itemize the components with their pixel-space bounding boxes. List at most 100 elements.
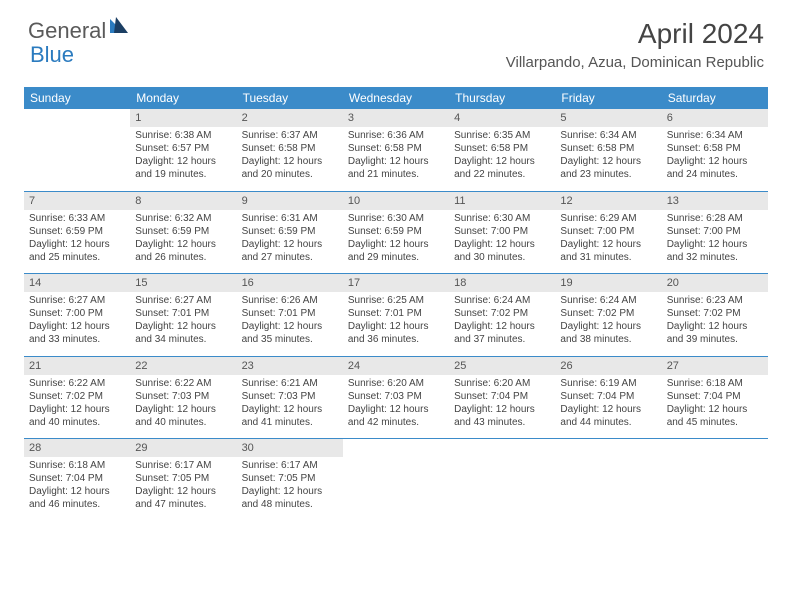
calendar-day: 3 Sunrise: 6:36 AMSunset: 6:58 PMDaylight… [343, 109, 449, 191]
day-details: Sunrise: 6:34 AMSunset: 6:58 PMDaylight:… [662, 127, 768, 185]
location: Villarpando, Azua, Dominican Republic [506, 54, 764, 71]
sunset-text: Sunset: 7:00 PM [560, 225, 656, 238]
day-details: Sunrise: 6:29 AMSunset: 7:00 PMDaylight:… [555, 210, 661, 268]
calendar-day: 30Sunrise: 6:17 AMSunset: 7:05 PMDayligh… [237, 439, 343, 521]
calendar-day [449, 439, 555, 521]
calendar-day [555, 439, 661, 521]
logo-blue-wrap: Blue [30, 42, 74, 68]
sunrise-text: Sunrise: 6:25 AM [348, 294, 444, 307]
sunrise-text: Sunrise: 6:19 AM [560, 377, 656, 390]
daylight-text: Daylight: 12 hours and 31 minutes. [560, 238, 656, 264]
daylight-text: Daylight: 12 hours and 43 minutes. [454, 403, 550, 429]
sunset-text: Sunset: 6:58 PM [348, 142, 444, 155]
calendar-day: 15Sunrise: 6:27 AMSunset: 7:01 PMDayligh… [130, 274, 236, 356]
sunset-text: Sunset: 7:02 PM [667, 307, 763, 320]
sunrise-text: Sunrise: 6:21 AM [242, 377, 338, 390]
calendar-day: 11Sunrise: 6:30 AMSunset: 7:00 PMDayligh… [449, 192, 555, 274]
sunset-text: Sunset: 6:58 PM [242, 142, 338, 155]
day-details: Sunrise: 6:27 AMSunset: 7:00 PMDaylight:… [24, 292, 130, 350]
day-details: Sunrise: 6:31 AMSunset: 6:59 PMDaylight:… [237, 210, 343, 268]
sunrise-text: Sunrise: 6:22 AM [29, 377, 125, 390]
day-details: Sunrise: 6:17 AMSunset: 7:05 PMDaylight:… [130, 457, 236, 515]
day-number: 26 [555, 357, 661, 375]
calendar-day [343, 439, 449, 521]
calendar-day: 13Sunrise: 6:28 AMSunset: 7:00 PMDayligh… [662, 192, 768, 274]
daylight-text: Daylight: 12 hours and 22 minutes. [454, 155, 550, 181]
daylight-text: Daylight: 12 hours and 29 minutes. [348, 238, 444, 264]
day-details: Sunrise: 6:20 AMSunset: 7:03 PMDaylight:… [343, 375, 449, 433]
weekday-header: Saturday [662, 87, 768, 109]
sunset-text: Sunset: 7:02 PM [29, 390, 125, 403]
sunset-text: Sunset: 7:05 PM [242, 472, 338, 485]
day-details: Sunrise: 6:19 AMSunset: 7:04 PMDaylight:… [555, 375, 661, 433]
sunset-text: Sunset: 7:02 PM [560, 307, 656, 320]
calendar-day [662, 439, 768, 521]
sunset-text: Sunset: 7:04 PM [667, 390, 763, 403]
calendar-day [24, 109, 130, 191]
day-details: Sunrise: 6:34 AMSunset: 6:58 PMDaylight:… [555, 127, 661, 185]
daylight-text: Daylight: 12 hours and 33 minutes. [29, 320, 125, 346]
day-details: Sunrise: 6:32 AMSunset: 6:59 PMDaylight:… [130, 210, 236, 268]
calendar-day: 28Sunrise: 6:18 AMSunset: 7:04 PMDayligh… [24, 439, 130, 521]
day-number: 25 [449, 357, 555, 375]
daylight-text: Daylight: 12 hours and 38 minutes. [560, 320, 656, 346]
day-number: 7 [24, 192, 130, 210]
calendar-head: SundayMondayTuesdayWednesdayThursdayFrid… [24, 87, 768, 109]
daylight-text: Daylight: 12 hours and 26 minutes. [135, 238, 231, 264]
calendar-week: 1Sunrise: 6:38 AMSunset: 6:57 PMDaylight… [24, 109, 768, 191]
day-number: 28 [24, 439, 130, 457]
daylight-text: Daylight: 12 hours and 30 minutes. [454, 238, 550, 264]
day-number: 14 [24, 274, 130, 292]
sunset-text: Sunset: 6:59 PM [135, 225, 231, 238]
day-number: 17 [343, 274, 449, 292]
sunset-text: Sunset: 7:01 PM [348, 307, 444, 320]
calendar-day: 4Sunrise: 6:35 AMSunset: 6:58 PMDaylight… [449, 109, 555, 191]
sunset-text: Sunset: 6:57 PM [135, 142, 231, 155]
day-number: 19 [555, 274, 661, 292]
sunset-text: Sunset: 6:58 PM [667, 142, 763, 155]
day-number: 1 [130, 109, 236, 127]
day-details: Sunrise: 6:22 AMSunset: 7:03 PMDaylight:… [130, 375, 236, 433]
day-number: 16 [237, 274, 343, 292]
day-number: 5 [555, 109, 661, 127]
day-number: 10 [343, 192, 449, 210]
weekday-header: Wednesday [343, 87, 449, 109]
day-number: 12 [555, 192, 661, 210]
calendar-day: 23Sunrise: 6:21 AMSunset: 7:03 PMDayligh… [237, 357, 343, 439]
day-details: Sunrise: 6:30 AMSunset: 7:00 PMDaylight:… [449, 210, 555, 268]
calendar-week: 14Sunrise: 6:27 AMSunset: 7:00 PMDayligh… [24, 274, 768, 356]
daylight-text: Daylight: 12 hours and 40 minutes. [135, 403, 231, 429]
sunset-text: Sunset: 7:04 PM [560, 390, 656, 403]
sunset-text: Sunset: 7:03 PM [348, 390, 444, 403]
day-details: Sunrise: 6:21 AMSunset: 7:03 PMDaylight:… [237, 375, 343, 433]
daylight-text: Daylight: 12 hours and 37 minutes. [454, 320, 550, 346]
daylight-text: Daylight: 12 hours and 32 minutes. [667, 238, 763, 264]
day-details: Sunrise: 6:18 AMSunset: 7:04 PMDaylight:… [24, 457, 130, 515]
daylight-text: Daylight: 12 hours and 23 minutes. [560, 155, 656, 181]
sunrise-text: Sunrise: 6:37 AM [242, 129, 338, 142]
sunset-text: Sunset: 7:00 PM [454, 225, 550, 238]
sunrise-text: Sunrise: 6:36 AM [348, 129, 444, 142]
daylight-text: Daylight: 12 hours and 39 minutes. [667, 320, 763, 346]
day-number: 6 [662, 109, 768, 127]
calendar-day: 21Sunrise: 6:22 AMSunset: 7:02 PMDayligh… [24, 357, 130, 439]
sunrise-text: Sunrise: 6:31 AM [242, 212, 338, 225]
calendar-day: 29Sunrise: 6:17 AMSunset: 7:05 PMDayligh… [130, 439, 236, 521]
sunrise-text: Sunrise: 6:34 AM [560, 129, 656, 142]
weekday-header: Thursday [449, 87, 555, 109]
sunrise-text: Sunrise: 6:24 AM [454, 294, 550, 307]
day-number: 3 [343, 109, 449, 127]
sunset-text: Sunset: 6:59 PM [348, 225, 444, 238]
sunrise-text: Sunrise: 6:30 AM [454, 212, 550, 225]
daylight-text: Daylight: 12 hours and 19 minutes. [135, 155, 231, 181]
weekday-header: Sunday [24, 87, 130, 109]
calendar-day: 16Sunrise: 6:26 AMSunset: 7:01 PMDayligh… [237, 274, 343, 356]
daylight-text: Daylight: 12 hours and 21 minutes. [348, 155, 444, 181]
calendar-day: 6Sunrise: 6:34 AMSunset: 6:58 PMDaylight… [662, 109, 768, 191]
day-number: 11 [449, 192, 555, 210]
day-details: Sunrise: 6:25 AMSunset: 7:01 PMDaylight:… [343, 292, 449, 350]
weekday-header: Tuesday [237, 87, 343, 109]
day-number: 22 [130, 357, 236, 375]
sunrise-text: Sunrise: 6:18 AM [29, 459, 125, 472]
sunrise-text: Sunrise: 6:34 AM [667, 129, 763, 142]
